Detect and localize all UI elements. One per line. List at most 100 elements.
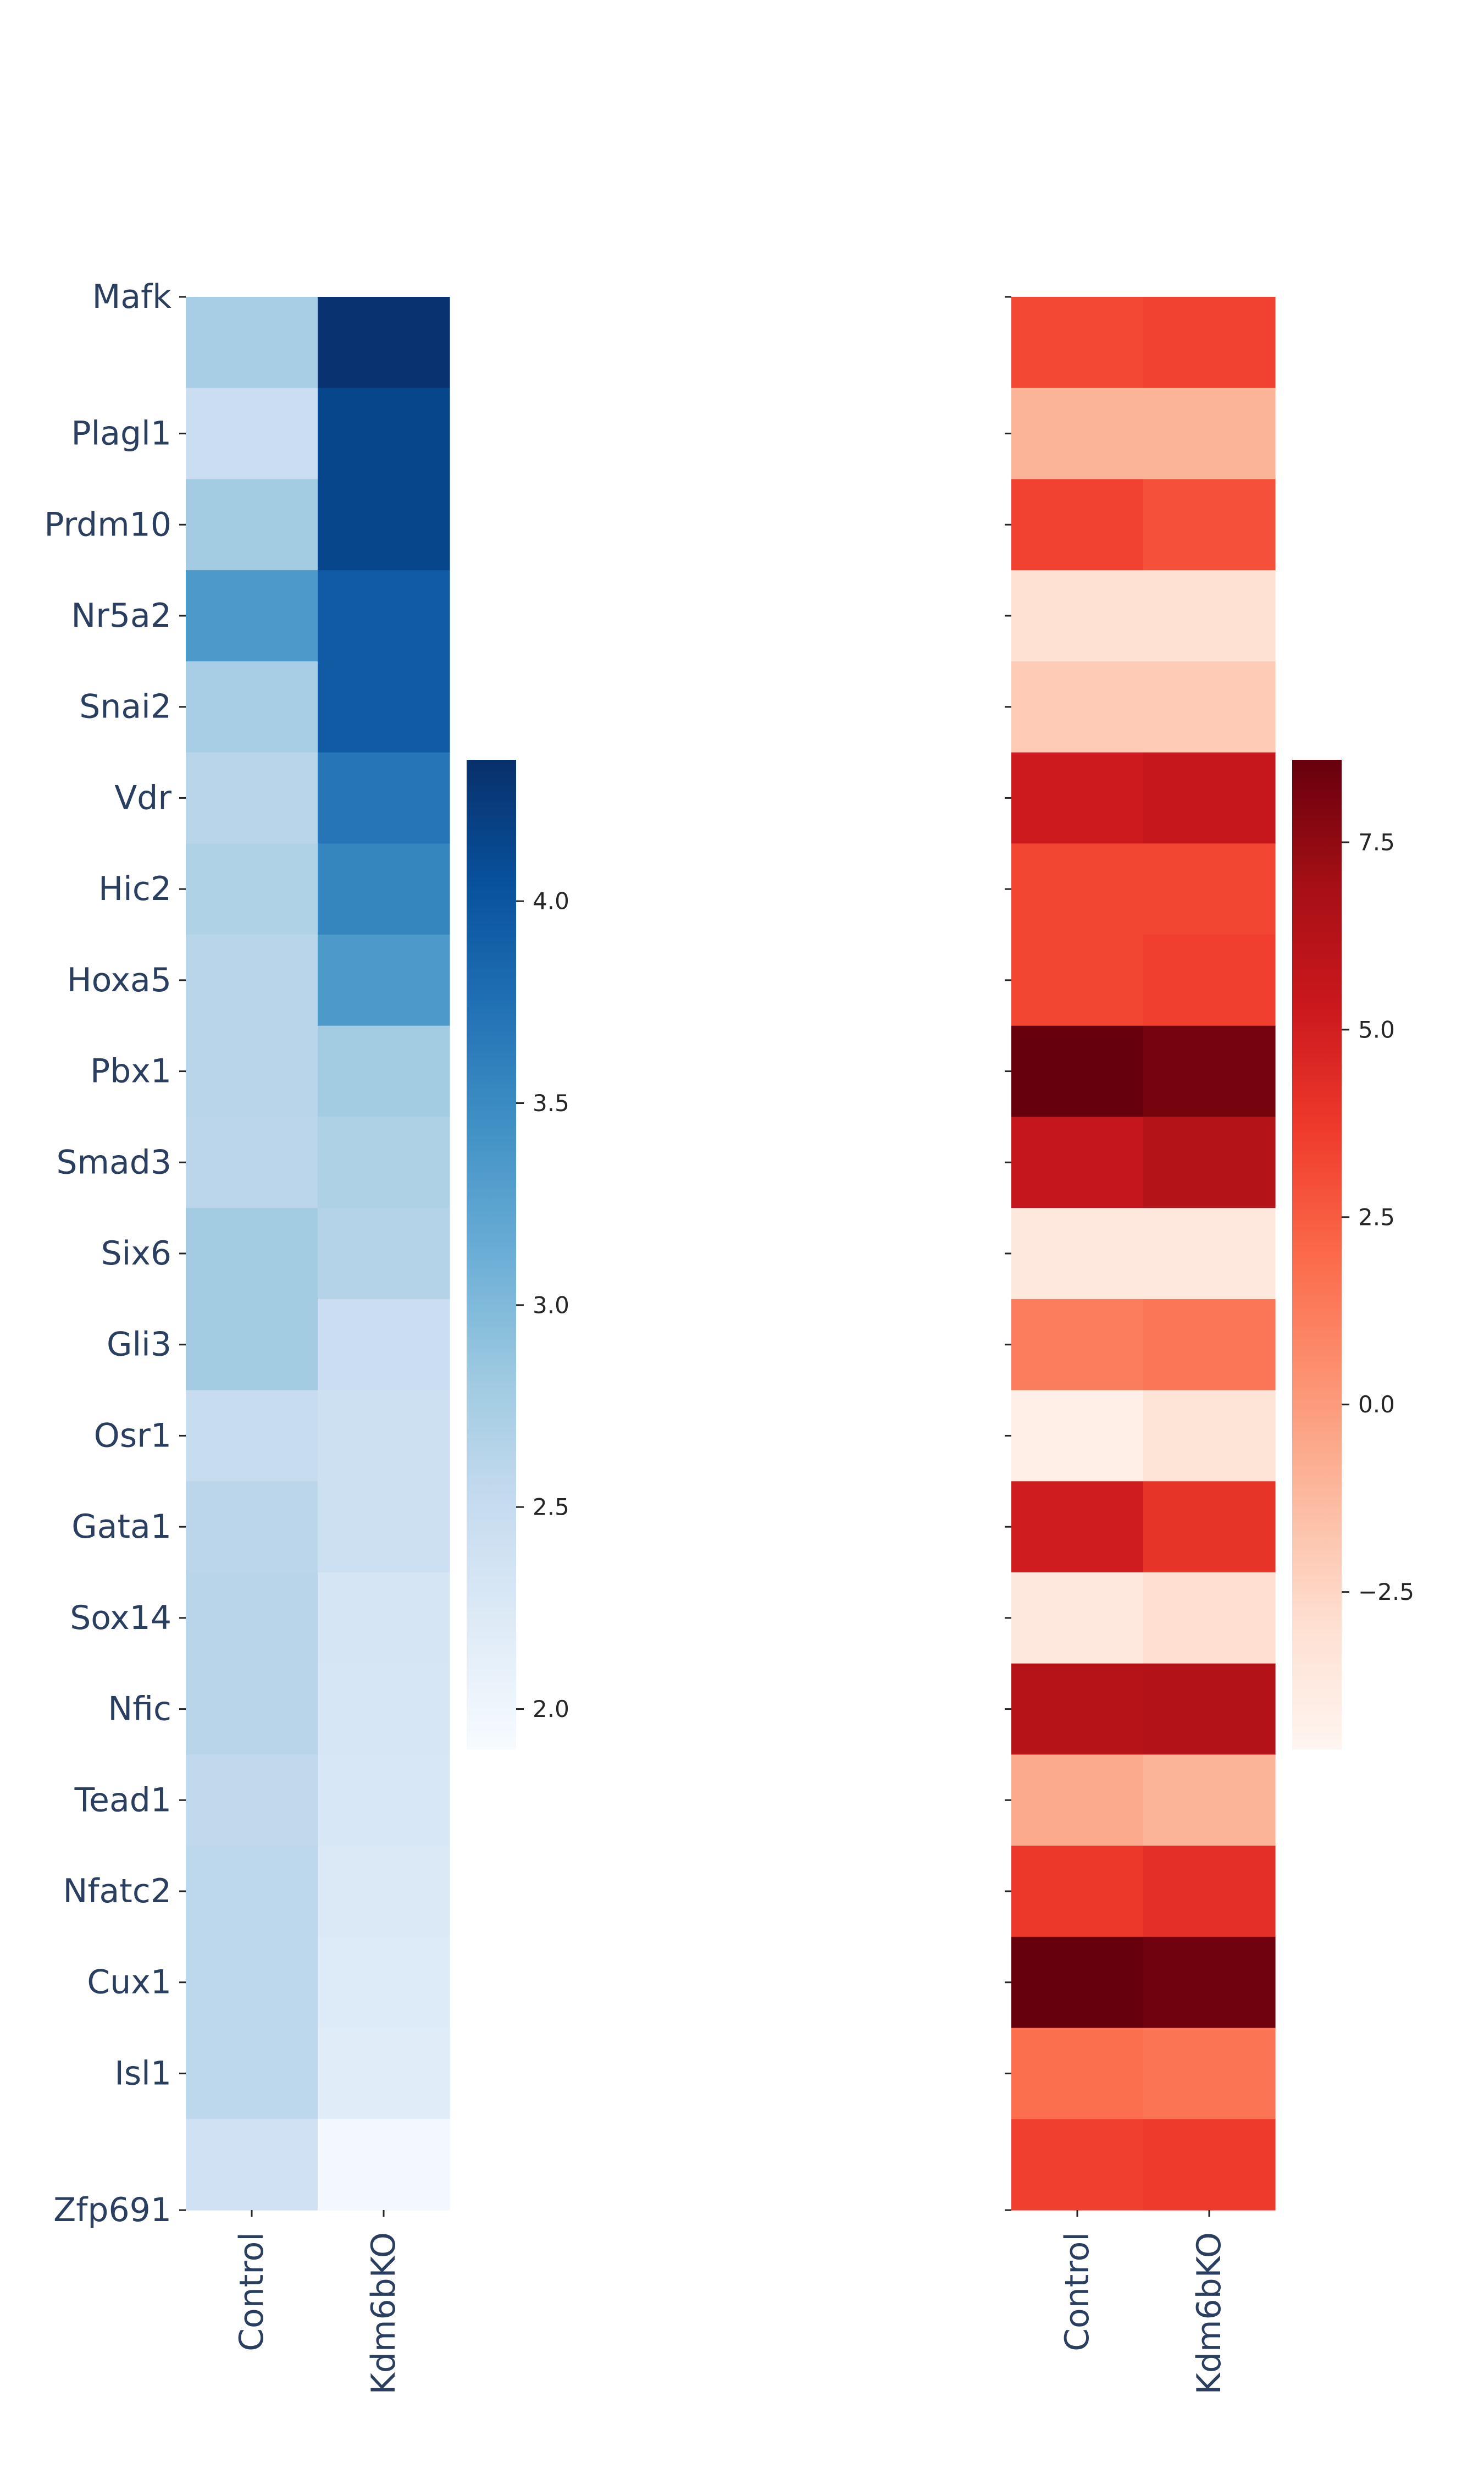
blues-cell-r1-c1 [318, 388, 450, 480]
blues-row-label: Zfp691 [53, 2191, 171, 2229]
blues-cell-r6-c1 [318, 843, 450, 935]
reds-cell-r5-c0 [1011, 752, 1144, 844]
blues-cell-r20-c1 [318, 2119, 450, 2211]
reds-col-label: Kdm6bKO [1190, 2232, 1228, 2394]
reds-cell-r4-c0 [1011, 661, 1144, 753]
blues-cell-r19-c1 [318, 2028, 450, 2119]
blues-cell-r17-c1 [318, 1846, 450, 1937]
reds-cell-r12-c0 [1011, 1390, 1144, 1482]
blues-cell-r7-c1 [318, 935, 450, 1026]
blues-row-label: Hoxa5 [67, 961, 171, 999]
reds-cell-r6-c0 [1011, 843, 1144, 935]
blues-col-label: Kdm6bKO [364, 2232, 403, 2394]
reds-cell-r6-c1 [1143, 843, 1276, 935]
reds-cell-r13-c1 [1143, 1481, 1276, 1573]
blues-cell-r18-c1 [318, 1936, 450, 2029]
reds-colorbar [1292, 760, 1342, 1749]
blues-cell-r5-c1 [318, 752, 450, 844]
reds-colorbar-tick-label: 5.0 [1358, 1016, 1395, 1043]
blues-row-label: Nfic [108, 1690, 171, 1729]
reds-cell-r20-c0 [1011, 2119, 1144, 2211]
blues-row-label: Sox14 [70, 1599, 171, 1637]
blues-row-label: Prdm10 [44, 505, 171, 544]
reds-cell-r8-c0 [1011, 1025, 1144, 1118]
blues-row-label: Cux1 [87, 1963, 171, 2002]
reds-cell-r18-c1 [1143, 1936, 1276, 2029]
blues-row-label: Hic2 [98, 870, 171, 908]
blues-cell-r19-c0 [186, 2028, 318, 2119]
blues-cell-r3-c1 [318, 570, 450, 662]
reds-cell-r14-c1 [1143, 1572, 1276, 1664]
blues-row-label: Vdr [114, 778, 171, 817]
blues-row-label: Pbx1 [90, 1052, 171, 1091]
blues-row-label: Smad3 [56, 1143, 171, 1181]
reds-cell-r15-c0 [1011, 1663, 1144, 1755]
blues-colorbar [467, 760, 516, 1749]
reds-cell-r1-c0 [1011, 388, 1144, 480]
blues-cell-r13-c0 [186, 1481, 318, 1573]
reds-colorbar-tick-label: 7.5 [1358, 829, 1395, 856]
blues-cell-r11-c1 [318, 1299, 450, 1391]
reds-cell-r0-c0 [1011, 297, 1144, 389]
blues-cell-r10-c1 [318, 1208, 450, 1300]
reds-cell-r2-c1 [1143, 479, 1276, 571]
reds-cell-r20-c1 [1143, 2119, 1276, 2211]
reds-cell-r5-c1 [1143, 752, 1276, 844]
reds-col-label: Control [1058, 2232, 1097, 2351]
blues-cell-r14-c0 [186, 1572, 318, 1664]
reds-cell-r19-c1 [1143, 2028, 1276, 2119]
reds-cell-r18-c0 [1011, 1936, 1144, 2029]
blues-cell-r13-c1 [318, 1481, 450, 1573]
blues-cell-r15-c1 [318, 1663, 450, 1755]
blues-row-label: Nr5a2 [71, 597, 171, 635]
reds-cell-r9-c1 [1143, 1117, 1276, 1208]
blues-cell-r6-c0 [186, 843, 318, 935]
blues-row-label: Gata1 [71, 1507, 171, 1546]
reds-cell-r9-c0 [1011, 1117, 1144, 1208]
reds-cell-r2-c0 [1011, 479, 1144, 571]
reds-colorbar-tick-label: −2.5 [1358, 1578, 1414, 1605]
heatmap-blues: Mafk Plagl1 Prdm10 Nr5a2 Snai2 Vdr Hic2 Hoxa5 Pb… [44, 278, 569, 2394]
reds-cell-r16-c1 [1143, 1754, 1276, 1846]
reds-cell-r13-c0 [1011, 1481, 1144, 1573]
blues-col-label: Control [232, 2232, 271, 2351]
blues-cell-r3-c0 [186, 570, 318, 662]
reds-cell-r14-c0 [1011, 1572, 1144, 1664]
blues-cell-r0-c1 [318, 297, 450, 389]
blues-cell-r20-c0 [186, 2119, 318, 2211]
blues-colorbar-tick-label: 4.0 [533, 888, 569, 915]
blues-colorbar-tick-label: 3.5 [533, 1090, 569, 1117]
reds-cell-r3-c0 [1011, 570, 1144, 662]
blues-cell-r4-c1 [318, 661, 450, 753]
blues-cell-r11-c0 [186, 1299, 318, 1391]
reds-cell-r17-c1 [1143, 1846, 1276, 1937]
reds-cell-r16-c0 [1011, 1754, 1144, 1846]
reds-cell-r17-c0 [1011, 1846, 1144, 1937]
blues-row-label: Plagl1 [71, 415, 171, 453]
blues-cell-r9-c0 [186, 1117, 318, 1208]
blues-colorbar-tick-label: 2.0 [533, 1696, 569, 1722]
reds-cell-r0-c1 [1143, 297, 1276, 389]
reds-cell-r11-c1 [1143, 1299, 1276, 1391]
blues-cell-r1-c0 [186, 388, 318, 480]
blues-cell-r7-c0 [186, 935, 318, 1026]
reds-cell-r7-c0 [1011, 935, 1144, 1026]
reds-cell-r1-c1 [1143, 388, 1276, 480]
blues-cell-r14-c1 [318, 1572, 450, 1664]
blues-cell-r15-c0 [186, 1663, 318, 1755]
reds-cell-r11-c0 [1011, 1299, 1144, 1391]
blues-cell-r9-c1 [318, 1117, 450, 1208]
blues-colorbar-tick-label: 2.5 [533, 1494, 569, 1521]
blues-cell-r12-c0 [186, 1390, 318, 1482]
reds-cell-r19-c0 [1011, 2028, 1144, 2119]
reds-cell-r10-c0 [1011, 1208, 1144, 1300]
blues-row-label: Tead1 [74, 1781, 171, 1819]
blues-cell-r16-c1 [318, 1754, 450, 1846]
blues-row-label: Gli3 [107, 1326, 171, 1364]
reds-cell-r4-c1 [1143, 661, 1276, 753]
blues-cell-r4-c0 [186, 661, 318, 753]
blues-cell-r17-c0 [186, 1846, 318, 1937]
blues-cell-r18-c0 [186, 1936, 318, 2029]
blues-cell-r16-c0 [186, 1754, 318, 1846]
blues-cell-r8-c1 [318, 1025, 450, 1118]
